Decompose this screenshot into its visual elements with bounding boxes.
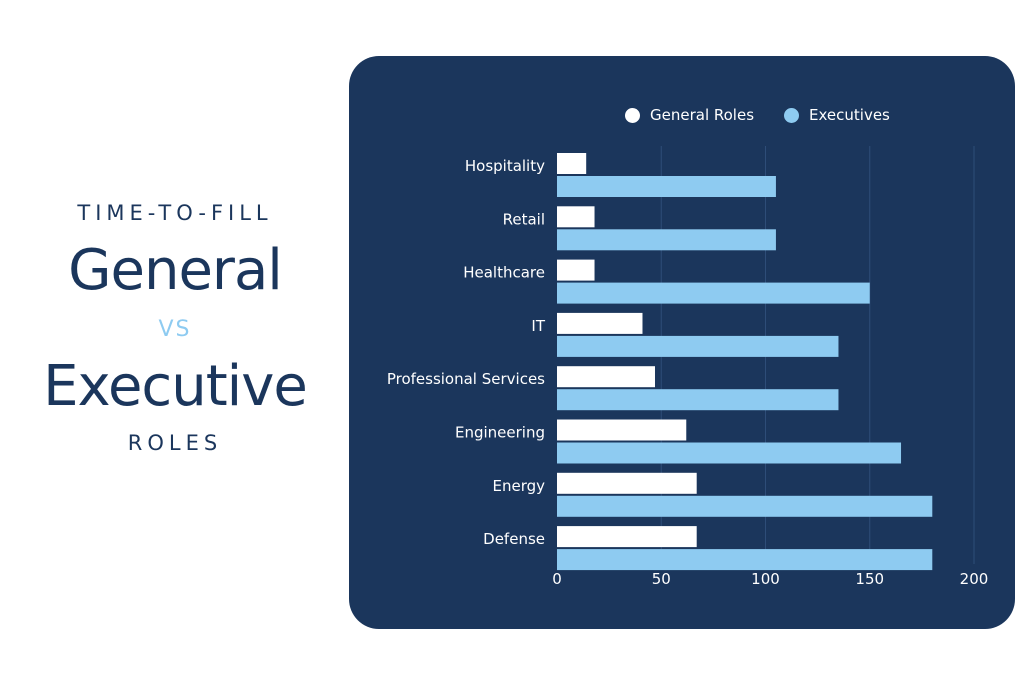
bar-general-roles [557,366,655,388]
bar-executives [557,549,933,571]
bar-executives [557,176,776,197]
bar-executives [557,229,776,251]
category-label: Engineering [455,424,545,442]
bar-general-roles [557,472,697,494]
bar-executives [557,335,839,357]
category-label: Healthcare [463,264,545,282]
title-vs: vs [158,317,192,342]
x-tick-label-50: 50 [652,570,671,588]
legend-label-general-roles: General Roles [650,106,755,124]
legend-label-executives: Executives [809,106,890,124]
title-executive: Executive [43,354,308,419]
chart-legend: General Roles Executives [625,106,920,124]
category-label: IT [531,317,545,335]
legend-item-general-roles: General Roles [625,106,754,124]
bar-chart: 0 50 100 150 200 Hospitality Retail Healthcare I… [387,146,989,588]
title-roles: ROLES [127,431,223,455]
legend-item-executives: Executives [784,106,890,124]
bar-general-roles [557,259,595,281]
bar-executives [557,389,839,411]
title-time-to-fill: TIME-TO-FILL [77,201,273,225]
bar-general-roles [557,419,687,441]
category-label: Professional Services [387,370,545,388]
x-tick-label-100: 100 [751,570,780,588]
title-general: General [68,238,283,303]
x-tick-label-0: 0 [552,570,562,588]
legend-dot-general-roles [625,107,640,123]
category-label: Defense [483,530,545,548]
bar-general-roles [557,526,697,548]
category-label: Retail [503,210,545,228]
title-block: TIME-TO-FILL General vs Executive ROLES [20,200,330,456]
x-tick-label-200: 200 [960,570,989,588]
bar-executives [557,442,902,464]
category-label: Hospitality [465,157,545,175]
bar-executives [557,495,933,517]
bar-general-roles [557,312,643,334]
bar-general-roles [557,153,587,174]
x-tick-label-150: 150 [855,570,884,588]
category-label: Energy [492,477,545,495]
legend-dot-executives [784,107,800,123]
bar-executives [557,282,870,304]
bar-general-roles [557,206,595,228]
chart-panel: General Roles Executives 0 50 100 150 200 Hos… [349,56,1015,629]
